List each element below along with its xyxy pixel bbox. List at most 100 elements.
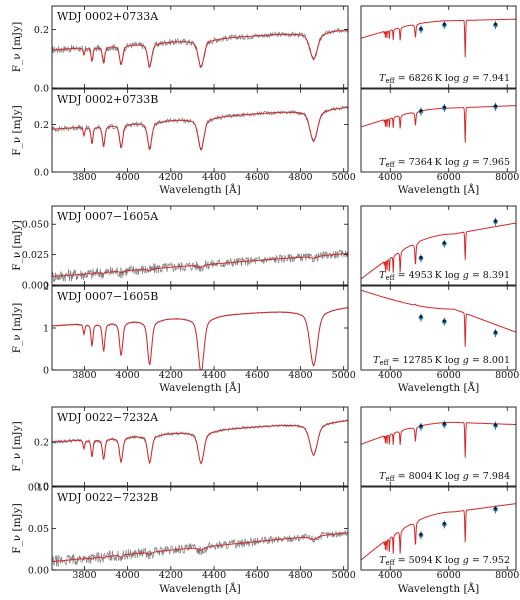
fit-annotation: Teff = 5094 K log g = 7.952 <box>379 555 510 567</box>
logg-value: 8.001 <box>483 355 510 366</box>
teff-subscript: eff <box>386 274 396 282</box>
photometry-frame <box>360 486 517 571</box>
fit-annotation: Teff = 12785 K log g = 8.001 <box>373 355 510 367</box>
y-tick-label: 0.2 <box>34 25 49 36</box>
y-tick-label: 0.0 <box>34 482 49 493</box>
spectrum-frame <box>51 5 349 89</box>
photometry-panel: Teff = 5094 K log g = 7.952 <box>360 486 517 571</box>
x-tick-label: 3800 <box>72 370 96 381</box>
logg-symbol: g <box>463 73 469 84</box>
y-tick-label: 0.025 <box>22 250 49 261</box>
x-tick-label: 3800 <box>72 172 96 183</box>
x-axis-label: Wavelength [Å] <box>159 380 240 394</box>
spectrum-frame <box>51 205 349 286</box>
synthetic-photometry-point <box>494 423 497 427</box>
x-tick-label: 4400 <box>202 172 226 183</box>
teff-unit: K log <box>433 270 463 281</box>
logg-equals: = <box>469 555 483 566</box>
teff-subscript: eff <box>386 77 396 85</box>
logg-symbol: g <box>463 555 469 566</box>
photometry-frame <box>360 5 517 89</box>
spectrum-panel: 0.0 0.2 WDJ 0002+0733A F_ν [mJy] <box>11 5 349 95</box>
model-sed <box>361 105 516 143</box>
teff-equals: = <box>389 355 403 366</box>
x-tick-label: 5000 <box>332 570 356 581</box>
spectrum-panel: 0.0 0.2 WDJ 0022−7232A F_ν [mJy] <box>11 406 349 493</box>
y-tick-label: 0 <box>43 366 49 377</box>
teff-value: 7364 <box>409 157 433 168</box>
x-tick-label: 6000 <box>437 570 461 581</box>
synthetic-photometry-point <box>419 315 423 318</box>
y-tick-label: 0.00 <box>28 566 49 577</box>
photometry-panel: Teff = 7364 K log g = 7.965 <box>360 88 517 173</box>
x-tick-label: 8000 <box>495 570 519 581</box>
x-tick-label: 4800 <box>288 570 312 581</box>
teff-value: 4953 <box>409 270 433 281</box>
x-tick-label: 5000 <box>332 370 356 381</box>
fit-annotation: Teff = 7364 K log g = 7.965 <box>379 157 510 169</box>
x-tick-label: 8000 <box>495 172 519 183</box>
logg-symbol: g <box>463 157 469 168</box>
y-axis-label: F_ν [mJy] <box>11 220 23 271</box>
photometry-panel: Teff = 8004 K log g = 7.984 <box>360 406 517 487</box>
synthetic-photometry-point <box>442 319 446 323</box>
logg-value: 7.965 <box>483 157 510 168</box>
x-tick-label: 6000 <box>437 370 461 381</box>
logg-equals: = <box>469 270 483 281</box>
teff-symbol: T <box>379 157 386 168</box>
photometry-panel: Teff = 12785 K log g = 8.001 <box>360 285 517 371</box>
spectrum-panel: 0.000 0.025 0.050 WDJ 0007−1605A F_ν [mJy] <box>11 205 349 292</box>
x-tick-label: 4000 <box>378 370 402 381</box>
model-spectrum <box>52 106 348 151</box>
logg-value: 7.984 <box>483 471 510 482</box>
x-tick-label: 4200 <box>159 172 183 183</box>
teff-subscript: eff <box>386 161 396 169</box>
teff-subscript: eff <box>379 359 389 367</box>
teff-subscript: eff <box>386 475 396 483</box>
model-sed <box>361 18 516 58</box>
logg-symbol: g <box>463 355 469 366</box>
fit-annotation: Teff = 8004 K log g = 7.984 <box>379 471 510 483</box>
x-tick-label: 4000 <box>378 570 402 581</box>
y-axis-label: F_ν [mJy] <box>11 421 23 472</box>
y-tick-label: 1 <box>43 324 49 335</box>
x-tick-label: 8000 <box>495 370 519 381</box>
teff-symbol: T <box>373 355 380 366</box>
x-tick-label: 5000 <box>332 172 356 183</box>
x-axis-label: Wavelength [Å] <box>159 182 240 196</box>
teff-unit: K log <box>433 355 463 366</box>
teff-unit: K log <box>433 471 463 482</box>
teff-unit: K log <box>433 73 463 84</box>
teff-equals: = <box>395 471 409 482</box>
y-axis-label: F_ν [mJy] <box>11 22 23 73</box>
observed-spectrum <box>52 419 348 465</box>
synthetic-photometry-point <box>419 27 423 30</box>
teff-value: 6826 <box>409 73 433 84</box>
x-tick-label: 4000 <box>378 172 402 183</box>
teff-value: 8004 <box>409 471 433 482</box>
x-tick-label: 4800 <box>288 172 312 183</box>
synthetic-photometry-point <box>442 105 446 109</box>
x-axis-label: Wavelength [Å] <box>398 581 479 595</box>
y-axis-label: F_ν [mJy] <box>11 503 23 554</box>
model-spectrum <box>52 29 348 69</box>
synthetic-photometry-point <box>494 219 497 223</box>
synthetic-photometry-point <box>442 22 446 26</box>
spectrum-frame <box>51 406 349 487</box>
synthetic-photometry-point <box>494 104 497 108</box>
synthetic-photometry-point <box>419 109 423 112</box>
x-axis-label: Wavelength [Å] <box>398 182 479 196</box>
teff-equals: = <box>395 270 409 281</box>
synthetic-photometry-point <box>419 424 423 428</box>
synthetic-photometry-point <box>494 330 497 334</box>
logg-value: 8.391 <box>483 270 510 281</box>
teff-symbol: T <box>379 471 386 482</box>
model-spectrum <box>52 307 348 370</box>
photometry-frame <box>360 406 517 487</box>
x-axis-label: Wavelength [Å] <box>159 581 240 595</box>
synthetic-photometry-point <box>442 521 446 525</box>
x-tick-label: 4200 <box>159 370 183 381</box>
teff-subscript: eff <box>386 559 396 567</box>
photometry-frame <box>360 88 517 173</box>
